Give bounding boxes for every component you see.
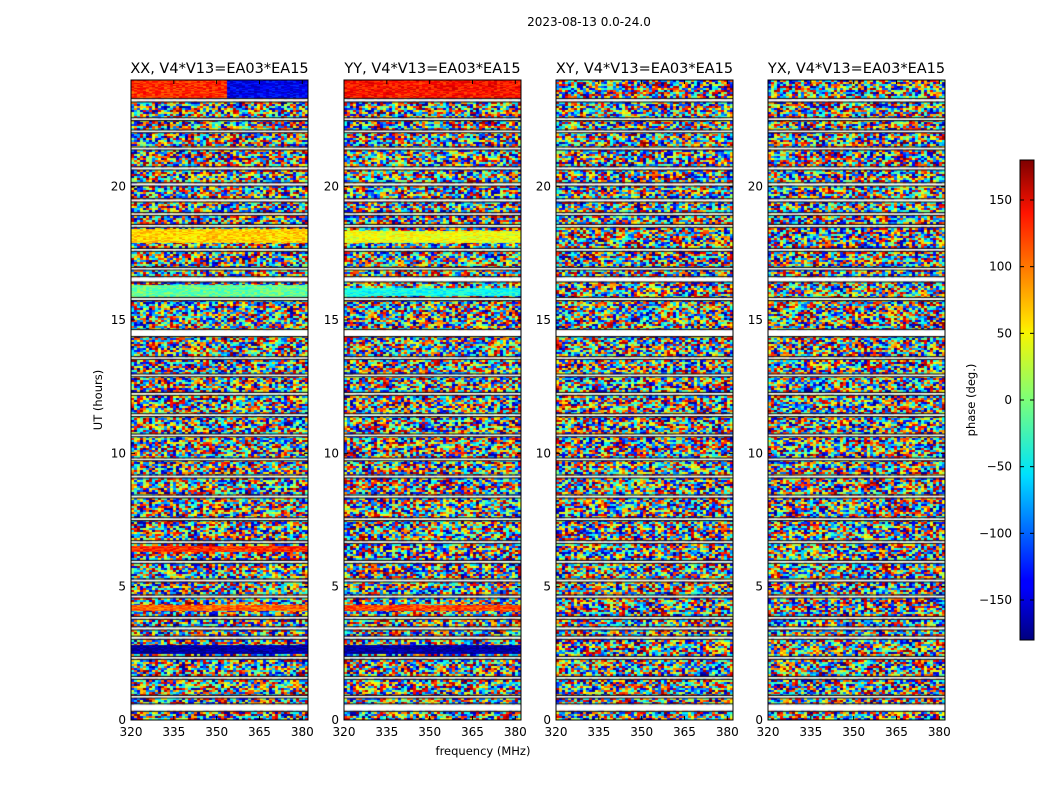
x-tick-label: 365	[461, 725, 484, 739]
colorbar-tick-label: 0	[1004, 393, 1012, 407]
y-tick-label: 20	[111, 180, 126, 194]
x-tick-label: 350	[842, 725, 865, 739]
panel-heatmap-3	[768, 80, 945, 720]
colorbar-tick-label: −50	[987, 460, 1012, 474]
panels: XX, V4*V13=EA03*EA15 320 335 350 365 380 0 5 10 1…	[111, 61, 951, 739]
panel-1: YY, V4*V13=EA03*EA15 320 335 350 365 380 0 5 10 1…	[324, 61, 527, 739]
panel-heatmap-0	[131, 80, 308, 720]
x-tick-label: 335	[162, 725, 185, 739]
y-tick-label: 5	[543, 580, 551, 594]
y-tick-label: 0	[118, 713, 126, 727]
y-tick-label: 10	[748, 446, 763, 460]
x-tick-label: 320	[545, 725, 568, 739]
x-tick-label: 380	[716, 725, 739, 739]
x-tick-label: 335	[799, 725, 822, 739]
colorbar: 150 100 50 0 −50 −100 −150 phase (deg.)	[964, 159, 1035, 641]
x-tick-label: 335	[587, 725, 610, 739]
panel-title-1: YY, V4*V13=EA03*EA15	[343, 61, 520, 77]
x-tick-label: 350	[205, 725, 228, 739]
y-tick-label: 15	[748, 313, 763, 327]
x-tick-label: 320	[757, 725, 780, 739]
y-axis-label: UT (hours)	[91, 370, 105, 430]
panel-title-3: YX, V4*V13=EA03*EA15	[767, 61, 945, 77]
y-tick-label: 20	[748, 180, 763, 194]
x-tick-label: 350	[630, 725, 653, 739]
y-tick-label: 10	[536, 446, 551, 460]
panel-frame-3	[767, 79, 946, 721]
panel-0: XX, V4*V13=EA03*EA15 320 335 350 365 380 0 5 10 1…	[111, 61, 314, 739]
panel-frame-1	[343, 79, 522, 721]
x-tick-label: 335	[375, 725, 398, 739]
panel-title-0: XX, V4*V13=EA03*EA15	[130, 61, 308, 77]
y-tick-label: 20	[536, 180, 551, 194]
panel-3: YX, V4*V13=EA03*EA15 320 335 350 365 380 0 5 10 1…	[748, 61, 951, 739]
colorbar-tick-label: 150	[989, 193, 1012, 207]
y-tick-label: 0	[543, 713, 551, 727]
panel-title-2: XY, V4*V13=EA03*EA15	[556, 61, 733, 77]
x-tick-label: 365	[248, 725, 271, 739]
colorbar-tick-label: −100	[979, 526, 1012, 540]
y-tick-label: 5	[755, 580, 763, 594]
y-tick-label: 10	[111, 446, 126, 460]
figure-suptitle: 2023-08-13 0.0-24.0	[527, 15, 651, 29]
x-tick-label: 320	[120, 725, 143, 739]
panel-frame-0	[130, 79, 309, 721]
x-tick-label: 320	[333, 725, 356, 739]
colorbar-tick-label: 50	[997, 326, 1012, 340]
y-tick-label: 5	[118, 580, 126, 594]
panel-frame-2	[555, 79, 734, 721]
x-tick-label: 380	[504, 725, 527, 739]
colorbar-ticks: 150 100 50 0 −50 −100 −150	[979, 193, 1034, 607]
x-tick-label: 365	[885, 725, 908, 739]
y-tick-label: 10	[324, 446, 339, 460]
colorbar-tick-label: 100	[989, 260, 1012, 274]
panel-heatmap-1	[344, 80, 521, 720]
y-tick-label: 20	[324, 180, 339, 194]
y-tick-label: 0	[755, 713, 763, 727]
x-tick-label: 380	[291, 725, 314, 739]
x-tick-label: 350	[418, 725, 441, 739]
colorbar-tick-label: −150	[979, 593, 1012, 607]
x-tick-label: 380	[928, 725, 951, 739]
x-axis-label: frequency (MHz)	[436, 744, 531, 758]
colorbar-label: phase (deg.)	[964, 364, 978, 437]
y-tick-label: 15	[111, 313, 126, 327]
y-tick-label: 15	[324, 313, 339, 327]
y-tick-label: 15	[536, 313, 551, 327]
x-tick-label: 365	[673, 725, 696, 739]
panel-heatmap-2	[556, 80, 733, 720]
y-tick-label: 0	[331, 713, 339, 727]
panel-2: XY, V4*V13=EA03*EA15 320 335 350 365 380 0 5 10 1…	[536, 61, 739, 739]
y-tick-label: 5	[331, 580, 339, 594]
